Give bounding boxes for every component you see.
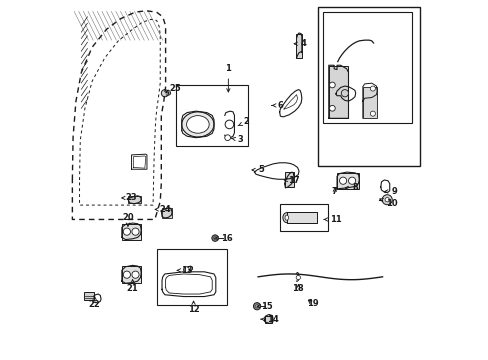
Text: 2: 2	[238, 117, 249, 126]
Text: 9: 9	[384, 187, 396, 196]
Bar	[322, 12, 411, 123]
Text: 16: 16	[214, 234, 232, 243]
Text: 7: 7	[331, 187, 337, 196]
Bar	[122, 224, 141, 239]
Circle shape	[123, 228, 130, 235]
Circle shape	[132, 271, 139, 278]
Text: 4: 4	[294, 39, 306, 48]
Text: 10: 10	[379, 199, 397, 208]
Text: 22: 22	[88, 297, 100, 309]
Text: 1: 1	[225, 64, 231, 92]
Ellipse shape	[182, 112, 214, 137]
Circle shape	[382, 195, 391, 205]
Circle shape	[341, 90, 348, 97]
Text: 24: 24	[155, 205, 170, 214]
Text: 19: 19	[306, 299, 318, 308]
Text: 25: 25	[165, 84, 181, 93]
Bar	[122, 266, 141, 283]
Bar	[363, 87, 376, 118]
Text: 5: 5	[251, 166, 264, 175]
Text: 12: 12	[187, 301, 199, 314]
Circle shape	[211, 235, 218, 241]
Text: 15: 15	[257, 302, 272, 311]
Circle shape	[329, 82, 335, 88]
Bar	[156, 249, 226, 305]
Bar	[128, 197, 141, 203]
Bar	[264, 316, 272, 323]
Circle shape	[369, 111, 375, 116]
Bar	[162, 208, 171, 218]
Text: 17: 17	[284, 176, 299, 185]
Text: 20: 20	[122, 213, 134, 226]
Circle shape	[255, 305, 258, 308]
Circle shape	[253, 303, 260, 310]
Text: 6: 6	[271, 101, 283, 110]
Text: 21: 21	[126, 280, 138, 293]
Text: 23: 23	[122, 193, 137, 202]
Bar	[279, 204, 327, 231]
Circle shape	[132, 228, 139, 235]
Circle shape	[384, 198, 388, 202]
Ellipse shape	[285, 215, 288, 220]
Bar	[176, 85, 247, 146]
Text: 18: 18	[292, 284, 304, 293]
Circle shape	[369, 86, 375, 91]
Circle shape	[183, 267, 189, 273]
Ellipse shape	[186, 116, 209, 133]
Circle shape	[224, 120, 233, 129]
Circle shape	[296, 275, 300, 280]
Bar	[286, 212, 317, 223]
Circle shape	[161, 90, 168, 97]
Text: 8: 8	[345, 183, 357, 192]
Bar	[285, 172, 293, 187]
Circle shape	[329, 105, 335, 111]
Bar	[296, 34, 301, 58]
Circle shape	[348, 177, 355, 184]
Bar	[83, 292, 94, 300]
Text: 11: 11	[324, 215, 341, 224]
Text: 3: 3	[231, 135, 243, 144]
Ellipse shape	[282, 213, 290, 223]
Bar	[337, 173, 358, 189]
Text: 14: 14	[261, 315, 278, 324]
Bar	[328, 66, 347, 118]
Circle shape	[339, 177, 346, 184]
Text: 13: 13	[177, 266, 192, 275]
Circle shape	[224, 135, 230, 140]
Circle shape	[123, 271, 130, 278]
Circle shape	[213, 237, 216, 239]
Bar	[317, 7, 419, 166]
